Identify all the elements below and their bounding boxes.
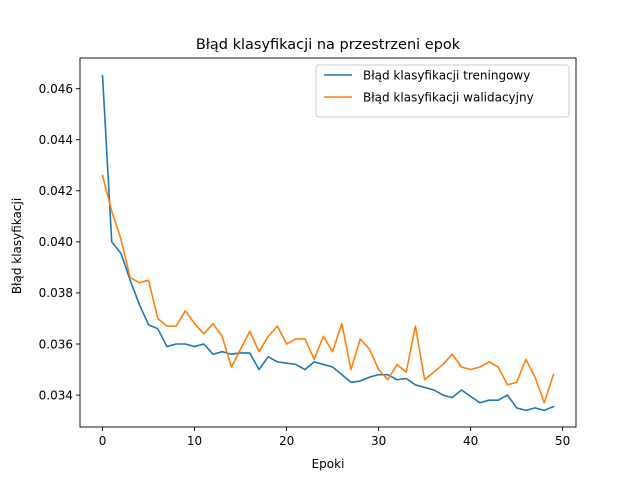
- series-line-1: [101, 75, 555, 412]
- x-tick-label: 30: [371, 434, 386, 448]
- y-tick-label: 0.038: [39, 286, 73, 300]
- y-axis-label: Błąd klasyfikacji: [10, 198, 24, 294]
- y-tick-label: 0.034: [39, 388, 73, 402]
- axes-frame: [79, 57, 577, 428]
- plot-area: [79, 57, 577, 428]
- legend-entry-1: Błąd klasyfikacji treningowy: [363, 68, 530, 82]
- x-tick-label: 40: [463, 434, 478, 448]
- y-tick-label: 0.042: [39, 184, 73, 198]
- chart-title: Błąd klasyfikacji na przestrzeni epok: [196, 37, 461, 53]
- y-axis: 0.034 0.036 0.038 0.040 0.042 0.044 0.046: [39, 82, 80, 402]
- y-tick-label: 0.036: [39, 337, 73, 351]
- series-line-2: [101, 174, 555, 404]
- legend-box: [315, 64, 570, 118]
- y-tick-label: 0.046: [39, 82, 73, 96]
- x-axis: 0 10 20 30 40 50: [99, 427, 570, 448]
- x-tick-label: 50: [555, 434, 570, 448]
- legend: Błąd klasyfikacji treningowy Błąd klasyfi…: [315, 64, 570, 118]
- x-axis-label: Epoki: [312, 457, 345, 471]
- x-tick-label: 10: [187, 434, 202, 448]
- y-tick-label: 0.044: [39, 133, 73, 147]
- x-tick-label: 20: [279, 434, 294, 448]
- x-tick-label: 0: [99, 434, 107, 448]
- legend-entry-2: Błąd klasyfikacji walidacyjny: [363, 90, 534, 104]
- y-tick-label: 0.040: [39, 235, 73, 249]
